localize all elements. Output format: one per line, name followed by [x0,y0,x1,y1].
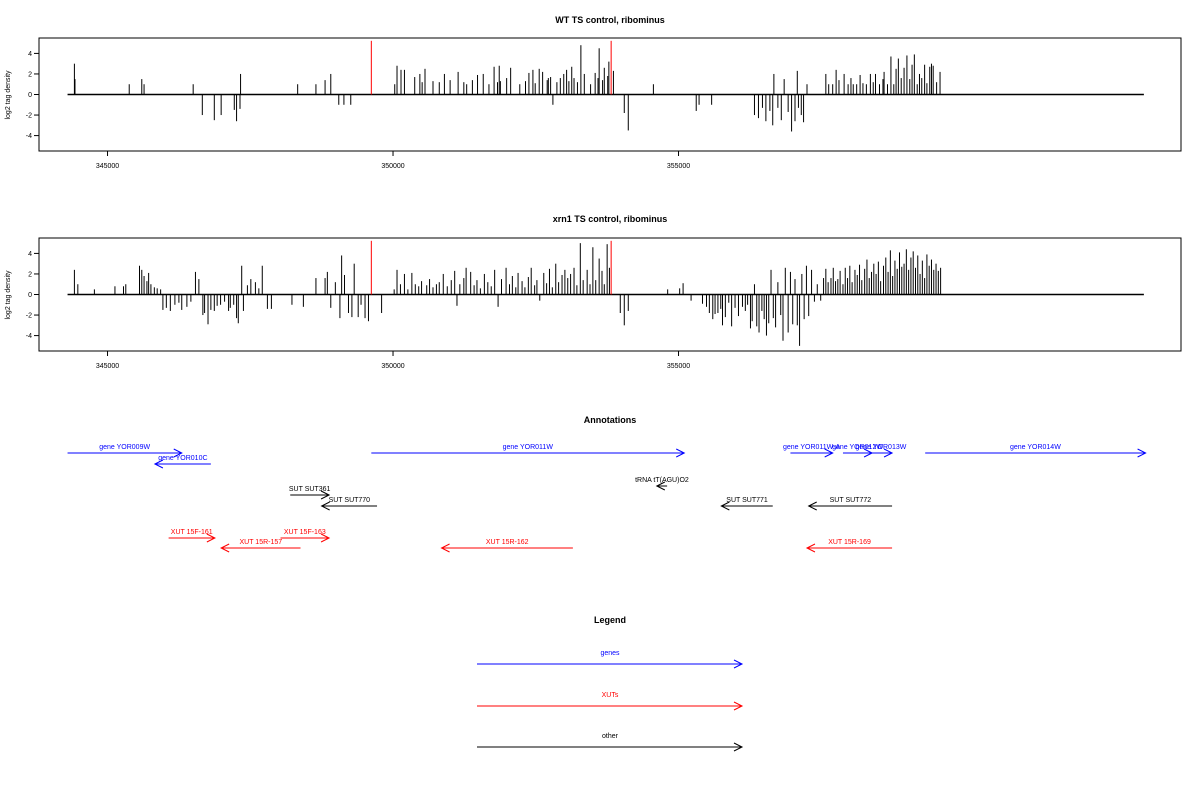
feature-label: SUT SUT771 [726,497,768,504]
feature-arrow-head [320,490,331,500]
feature-label: gene YOR011W-A [783,444,841,451]
y-tick-label: 4 [28,251,32,258]
xrn1-density-panel: xrn1 TS control, ribominus log2 tag dens… [5,214,1182,370]
feature-label: XUT 15F-163 [284,529,326,536]
x-tick-label: 350000 [381,363,404,370]
wt-density-panel: WT TS control, ribominus log2 tag densit… [5,15,1182,170]
feature-label: XUT 15R-162 [486,539,529,546]
feature-arrow-head [720,501,730,511]
legend-arrow-head [733,701,744,711]
y-tick-label: 2 [28,71,32,78]
feature: XUT 15R-169 [805,539,893,553]
feature-arrow-head [206,533,216,543]
y-tick-label: 0 [28,292,32,299]
feature: XUT 15F-163 [280,529,331,543]
feature-arrow-head [807,501,817,511]
legend-label: genes [600,650,620,657]
y-tick-label: 2 [28,271,32,278]
feature: gene YOR009W [67,444,183,458]
panel-title: xrn1 TS control, ribominus [553,214,668,224]
feature-arrow-head [220,543,230,553]
feature-arrow-head [1137,448,1147,458]
feature-label: tRNA tT(AGU)O2 [635,477,689,484]
feature-arrow-head [153,459,164,469]
feature: SUT SUT770 [320,497,378,511]
feature-label: gene YOR014W [1010,444,1061,451]
feature-arrow-head [676,448,686,458]
feature-arrow-head [173,448,183,458]
x-tick-label: 355000 [667,363,690,370]
feature-label: SUT SUT361 [289,486,331,493]
y-tick-label: -2 [26,113,32,120]
legend-item: XUTs [477,692,744,711]
feature: XUT 15R-162 [440,539,573,553]
gene-boundary-markers [370,240,612,295]
feature-label: gene YOR010C [158,455,207,462]
x-tick-label: 350000 [381,163,404,170]
feature-arrow-head [824,448,834,458]
feature: gene YOR013W [856,444,907,458]
feature: XUT 15F-161 [168,529,216,543]
legend-arrow-head [733,659,744,669]
y-tick-label: -4 [26,133,32,140]
legend: Legend genes XUTs other [477,615,744,752]
y-axis: -4 -2 0 2 4 [26,251,40,340]
x-axis: 345000 350000 355000 [96,350,690,370]
legend-arrow-head [733,742,744,752]
y-tick-label: 0 [28,92,32,99]
x-tick-label: 345000 [96,363,119,370]
feature-arrow-head [320,501,330,511]
feature-label: SUT SUT772 [830,497,872,504]
feature-label: XUT 15F-161 [171,529,213,536]
legend-item: genes [477,650,744,669]
feature: gene YOR010C [153,455,211,469]
feature: tRNA tT(AGU)O2 [635,477,689,491]
x-tick-label: 355000 [667,163,690,170]
panel-title: WT TS control, ribominus [555,15,665,25]
feature-label: XUT 15R-169 [828,539,871,546]
legend-title: Legend [594,615,626,625]
annotations-title: Annotations [584,415,637,425]
feature-label: XUT 15R-157 [239,539,282,546]
feature: SUT SUT361 [289,486,331,500]
feature: gene YOR014W [925,444,1147,458]
density-bars [67,243,1144,346]
y-axis-label: log2 tag density [5,70,12,120]
feature-label: gene YOR009W [99,444,150,451]
y-axis: -4 -2 0 2 4 [26,51,40,140]
y-tick-label: -2 [26,313,32,320]
legend-items: genes XUTs other [477,650,744,752]
gene-boundary-markers [370,40,612,95]
feature-label: SUT SUT770 [329,497,371,504]
feature-arrow-head [883,448,894,458]
legend-label: other [602,733,619,740]
density-bars [67,45,1144,132]
feature: SUT SUT771 [720,497,773,511]
legend-label: XUTs [602,692,619,699]
feature: XUT 15R-157 [220,539,301,553]
feature-arrows: gene YOR009W gene YOR010C gene YOR011W gene… [67,444,1147,553]
feature: gene YOR011W-A [783,444,841,458]
y-tick-label: 4 [28,51,32,58]
feature-label: gene YOR013W [856,444,907,451]
feature-arrow-head [805,543,816,553]
feature: SUT SUT772 [807,497,893,511]
y-tick-label: -4 [26,333,32,340]
feature-label: gene YOR011W [503,444,554,451]
y-axis-label: log2 tag density [5,270,12,320]
feature-arrow-head [440,543,450,553]
feature-arrow-head [655,481,666,491]
x-axis: 345000 350000 355000 [96,150,690,170]
feature: gene YOR011W [371,444,686,458]
feature-arrow-head [320,533,331,543]
x-tick-label: 345000 [96,163,119,170]
feature-label: gene YOR012W [832,444,883,451]
legend-item: other [477,733,744,752]
